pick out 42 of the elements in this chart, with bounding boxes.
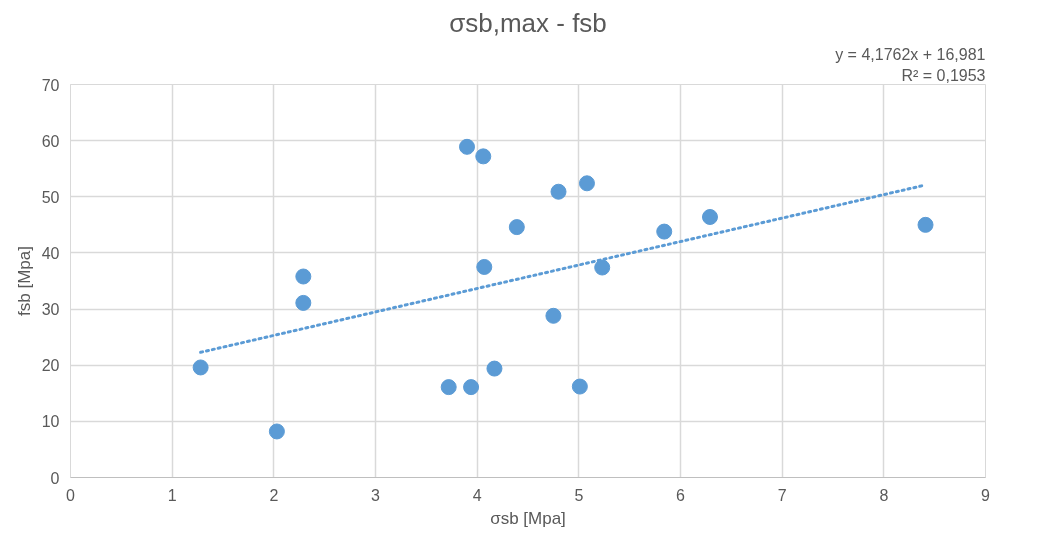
point — [508, 219, 525, 236]
x-tick-label: 4 — [472, 486, 482, 504]
x-tick-label: 3 — [371, 486, 381, 504]
point — [578, 175, 595, 192]
x-tick-label: 0 — [66, 486, 76, 504]
point — [295, 268, 312, 285]
y-tick-label: 0 — [50, 469, 60, 487]
x-tick-label: 8 — [879, 486, 889, 504]
point — [550, 183, 567, 200]
y-tick-label: 20 — [41, 357, 60, 375]
chart-title: σsb,max - fsb — [449, 7, 607, 38]
point — [192, 359, 209, 376]
y-tick-label: 30 — [41, 301, 60, 319]
point — [463, 379, 480, 396]
x-tick-label: 2 — [269, 486, 279, 504]
x-tick-label: 6 — [676, 486, 686, 504]
point — [486, 360, 503, 377]
x-tick-label: 7 — [777, 486, 787, 504]
point — [295, 294, 312, 311]
y-tick-label: 70 — [41, 76, 60, 94]
y-axis-title: fsb [Mpa] — [14, 246, 34, 316]
y-tick-label: 50 — [41, 188, 60, 206]
y-tick-label: 40 — [41, 244, 60, 262]
point — [459, 138, 475, 155]
text: R² = 0,1953 — [901, 66, 986, 84]
point — [476, 258, 493, 275]
x-tick-label: 1 — [167, 486, 177, 504]
point — [268, 423, 285, 440]
point — [917, 216, 934, 233]
point — [440, 379, 457, 396]
y-tick-label: 10 — [41, 413, 60, 431]
text: y = 4,1762x + 16,981 — [835, 45, 986, 63]
x-tick-label: 5 — [574, 486, 584, 504]
y-tick-label: 60 — [41, 132, 60, 150]
point — [571, 378, 588, 395]
point — [475, 148, 492, 165]
x-tick-label: 9 — [981, 486, 991, 504]
point — [656, 223, 673, 240]
point — [594, 259, 611, 276]
point — [545, 307, 562, 324]
point — [701, 209, 718, 225]
x-axis-title: σsb [Mpa] — [490, 508, 566, 528]
